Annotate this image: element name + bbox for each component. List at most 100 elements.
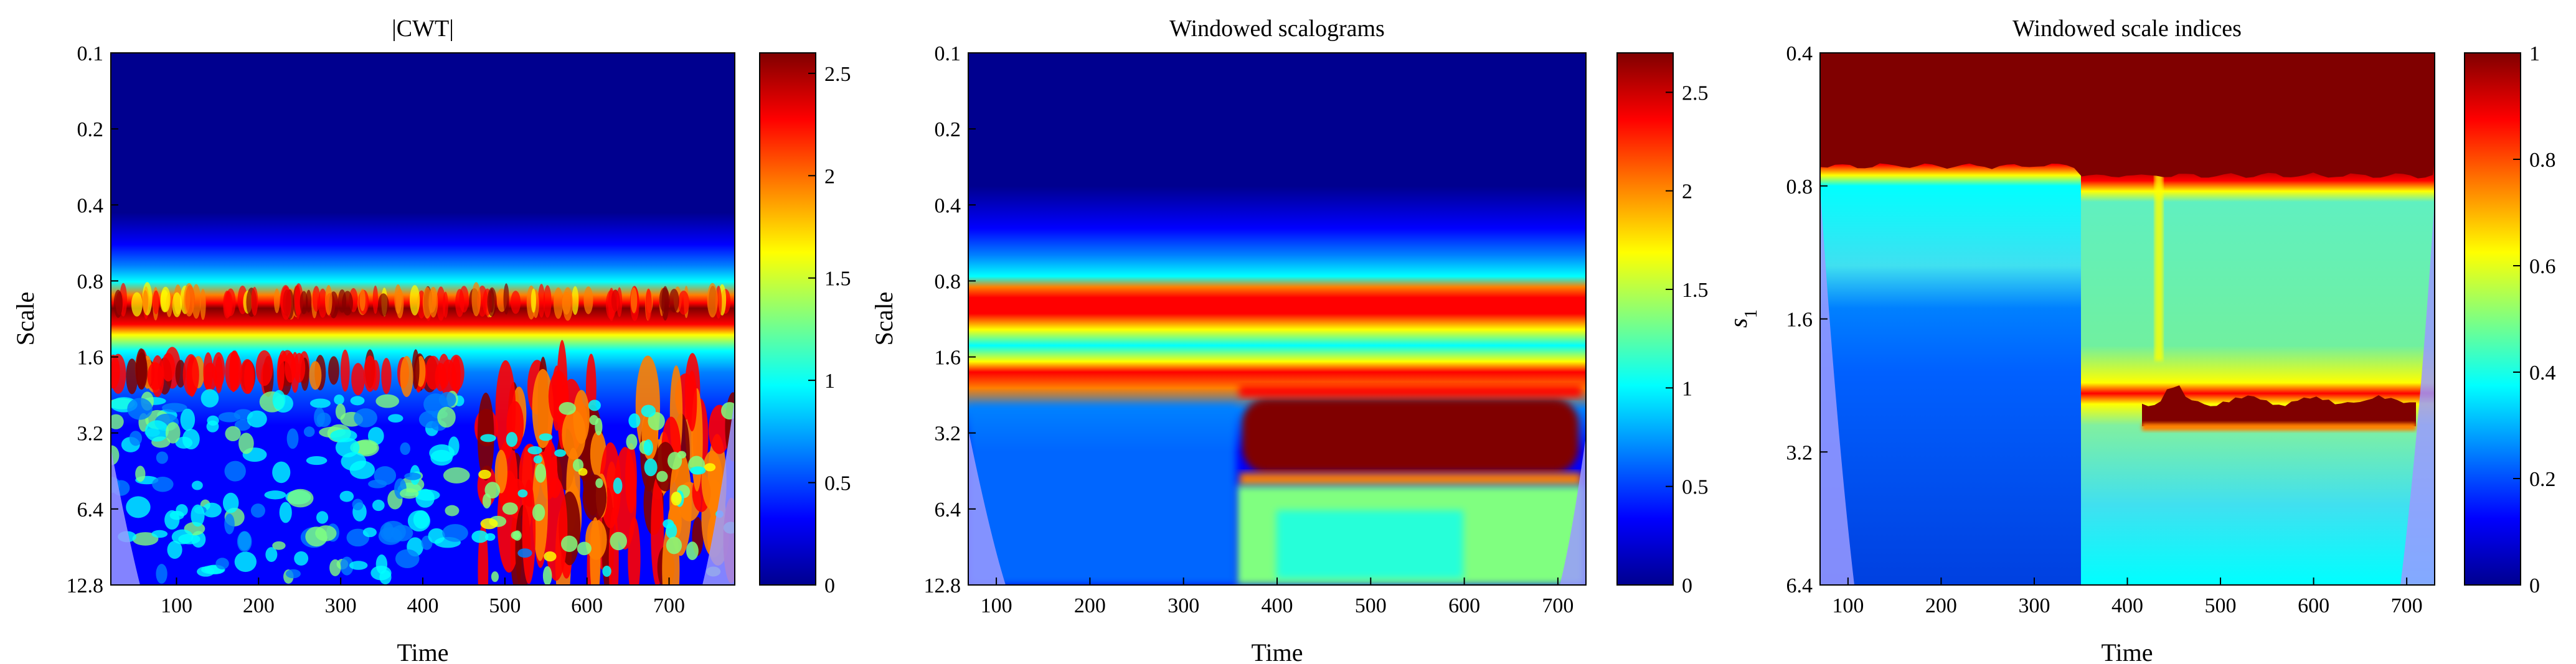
colorbar-tick-label: 1.5 xyxy=(1682,279,1709,302)
low-energy-spot xyxy=(180,408,196,431)
low-energy-spot xyxy=(111,414,124,429)
low-energy-spot xyxy=(224,461,246,482)
x-tick-label: 200 xyxy=(243,594,275,617)
heatmap-cwt xyxy=(111,53,735,585)
band-texture xyxy=(325,284,333,316)
band-texture xyxy=(443,291,448,318)
low-energy-spot xyxy=(438,391,456,408)
low-energy-spot xyxy=(368,479,387,489)
colorbar-gradient xyxy=(2464,52,2521,586)
y-axis-label: s1 xyxy=(1724,309,1761,328)
low-energy-spot xyxy=(395,549,420,568)
burst-gap xyxy=(686,541,699,560)
burst-gap xyxy=(478,469,491,479)
burst-gap xyxy=(517,548,532,558)
x-tick-label: 500 xyxy=(489,594,521,617)
colorbar-tick-label: 0.5 xyxy=(824,472,851,495)
energy-blob xyxy=(363,355,377,392)
colorbar-gradient xyxy=(759,52,816,586)
low-energy-spot xyxy=(191,480,203,490)
low-energy-spot xyxy=(272,541,286,550)
chart-title: Windowed scale indices xyxy=(2012,16,2242,42)
band-texture xyxy=(422,287,432,319)
low-energy-spot xyxy=(448,436,460,456)
colorbar-tick-label: 0.8 xyxy=(2529,149,2556,172)
band-texture xyxy=(677,290,689,315)
y-tick-label: 0.2 xyxy=(77,118,104,141)
burst-gap xyxy=(578,468,588,476)
colorbar: 0 0.2 0.4 0.6 0.8 1 xyxy=(2464,42,2556,597)
burst-blob xyxy=(562,409,586,460)
energy-blob xyxy=(451,357,461,395)
band-texture xyxy=(543,285,552,318)
x-tick-label: 700 xyxy=(1542,594,1573,617)
energy-blob xyxy=(284,352,296,383)
low-energy-spot xyxy=(167,541,182,559)
band-texture xyxy=(511,291,521,314)
chart-title: Windowed scalograms xyxy=(1169,16,1385,42)
low-energy-spot xyxy=(335,403,346,420)
low-energy-spot xyxy=(314,407,325,428)
band-texture xyxy=(337,289,347,313)
x-tick-label: 700 xyxy=(653,594,685,617)
energy-blob xyxy=(351,363,365,396)
burst-gap xyxy=(506,432,518,447)
heatmap-features xyxy=(111,282,735,585)
burst-gap xyxy=(560,535,578,552)
burst-gap xyxy=(491,571,499,582)
low-energy-spot xyxy=(375,554,388,574)
y-axis-label: Scale xyxy=(11,292,39,346)
burst-gap xyxy=(532,503,545,521)
band-texture xyxy=(669,288,679,313)
burst-gap xyxy=(484,482,501,499)
burst-gap xyxy=(542,566,552,585)
axis-ticks: 100 200 300 400 500 600 700 0.1 0.2 0.4 0.8 1.6 3.2 6… xyxy=(67,42,686,617)
low-energy-spot xyxy=(285,569,301,579)
y-tick-label: 3.2 xyxy=(935,423,961,446)
low-energy-spot xyxy=(286,428,299,449)
low-energy-spot xyxy=(206,420,219,433)
low-energy-spot xyxy=(428,528,445,544)
energy-blob xyxy=(255,350,273,386)
energy-blob xyxy=(126,358,138,395)
burst-gap xyxy=(559,402,576,415)
band-texture xyxy=(131,292,143,317)
jagged-band xyxy=(2142,385,2416,426)
cone-of-influence-left xyxy=(1820,187,1854,585)
y-tick-label: 12.8 xyxy=(67,574,104,597)
chart-title: |CWT| xyxy=(392,16,454,42)
low-energy-spot xyxy=(400,442,410,456)
burst-gap xyxy=(539,433,553,441)
low-energy-spot xyxy=(287,489,314,508)
x-axis-label: Time xyxy=(2101,638,2153,664)
jagged-band-fade xyxy=(2142,423,2416,431)
colorbar-tick-label: 2.5 xyxy=(824,63,851,86)
low-energy-spot xyxy=(132,532,159,546)
low-energy-spot xyxy=(135,465,146,482)
energy-blob xyxy=(135,352,148,390)
band-texture xyxy=(372,285,379,314)
band-texture xyxy=(113,289,123,318)
low-energy-spot xyxy=(234,419,251,431)
heatmap-windowed-scalograms xyxy=(968,53,1586,585)
burst-gap xyxy=(663,519,674,529)
burst-gap xyxy=(602,565,611,577)
x-tick-label: 200 xyxy=(1925,594,1957,617)
low-energy-spot xyxy=(316,511,329,524)
energy-blob xyxy=(293,353,306,383)
axis-ticks: 100 200 300 400 500 600 700 0.4 0.8 1.6 3.2 6.4 xyxy=(1786,42,2423,617)
low-energy-spot xyxy=(218,412,240,423)
colorbar-tick-label: 0 xyxy=(824,574,835,597)
y-tick-label: 0.4 xyxy=(1786,42,1813,65)
low-energy-spot xyxy=(340,556,354,576)
panel-windowed-scalograms: Windowed scalograms 100 200 300 400 500 600 70… xyxy=(870,16,1709,664)
lower-right-cool xyxy=(1276,510,1463,579)
y-tick-label: 6.4 xyxy=(77,498,104,521)
burst-gap xyxy=(677,451,687,459)
low-energy-spot xyxy=(265,547,278,563)
heatmap-after-step xyxy=(2081,53,2435,585)
energy-blob xyxy=(182,354,199,396)
burst-gap xyxy=(595,478,603,489)
low-energy-spot xyxy=(156,451,168,464)
low-energy-spot xyxy=(202,502,222,518)
